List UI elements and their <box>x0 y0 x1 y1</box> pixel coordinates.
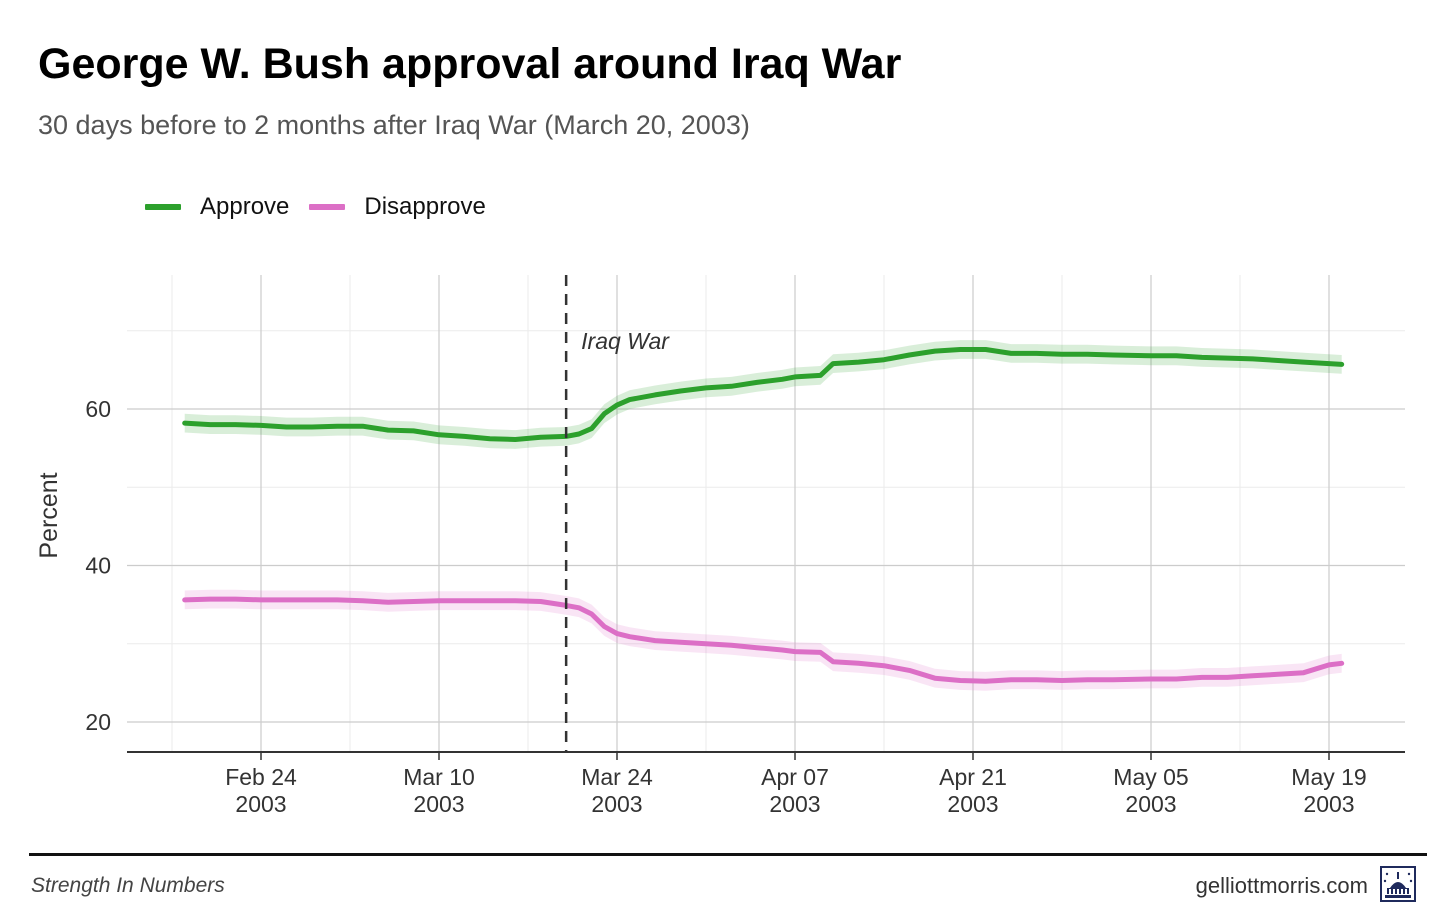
x-tick-sublabel: 2003 <box>591 791 642 817</box>
line-approve <box>182 347 1345 442</box>
y-tick-label: 40 <box>85 553 111 579</box>
footer-brand-text: Strength In Numbers <box>31 874 225 897</box>
confidence-bands <box>184 340 1342 691</box>
line-disapprove <box>182 596 1345 684</box>
legend-label-approve: Approve <box>200 193 290 220</box>
x-tick-label: May 19 <box>1291 764 1366 790</box>
legend-item-disapprove: Disapprove <box>309 193 486 221</box>
annotation-layer: Iraq War <box>564 275 670 752</box>
chart-legend: Approve Disapprove <box>145 193 506 221</box>
x-tick-sublabel: 2003 <box>947 791 998 817</box>
grid-layer <box>127 275 1405 752</box>
annotation-label: Iraq War <box>581 328 670 354</box>
x-tick-sublabel: 2003 <box>235 791 286 817</box>
x-tick-label: Apr 07 <box>761 764 829 790</box>
x-tick-sublabel: 2003 <box>413 791 464 817</box>
x-tick-label: Apr 21 <box>939 764 1007 790</box>
y-axis-label: Percent <box>35 472 63 558</box>
y-tick-label: 60 <box>85 396 111 422</box>
x-tick-label: May 05 <box>1113 764 1188 790</box>
x-tick-sublabel: 2003 <box>1303 791 1354 817</box>
x-tick-label: Feb 24 <box>225 764 297 790</box>
legend-swatch-approve <box>145 204 181 210</box>
x-tick-label: Mar 24 <box>581 764 653 790</box>
band-disapprove <box>184 589 1342 691</box>
chart-title: George W. Bush approval around Iraq War <box>38 40 902 88</box>
legend-swatch-disapprove <box>309 204 346 210</box>
x-tick-label: Mar 10 <box>403 764 475 790</box>
footer-site-link[interactable]: gelliottmorris.com <box>1195 873 1368 898</box>
chart-subtitle: 30 days before to 2 months after Iraq Wa… <box>38 110 750 140</box>
x-tick-sublabel: 2003 <box>769 791 820 817</box>
series-lines <box>182 347 1345 684</box>
x-tick-sublabel: 2003 <box>1125 791 1176 817</box>
band-approve <box>184 340 1342 449</box>
legend-label-disapprove: Disapprove <box>364 193 486 220</box>
footer-divider <box>29 853 1427 856</box>
capitol-dome-icon <box>1380 866 1416 902</box>
legend-item-approve: Approve <box>145 193 289 221</box>
y-tick-label: 20 <box>85 709 111 735</box>
